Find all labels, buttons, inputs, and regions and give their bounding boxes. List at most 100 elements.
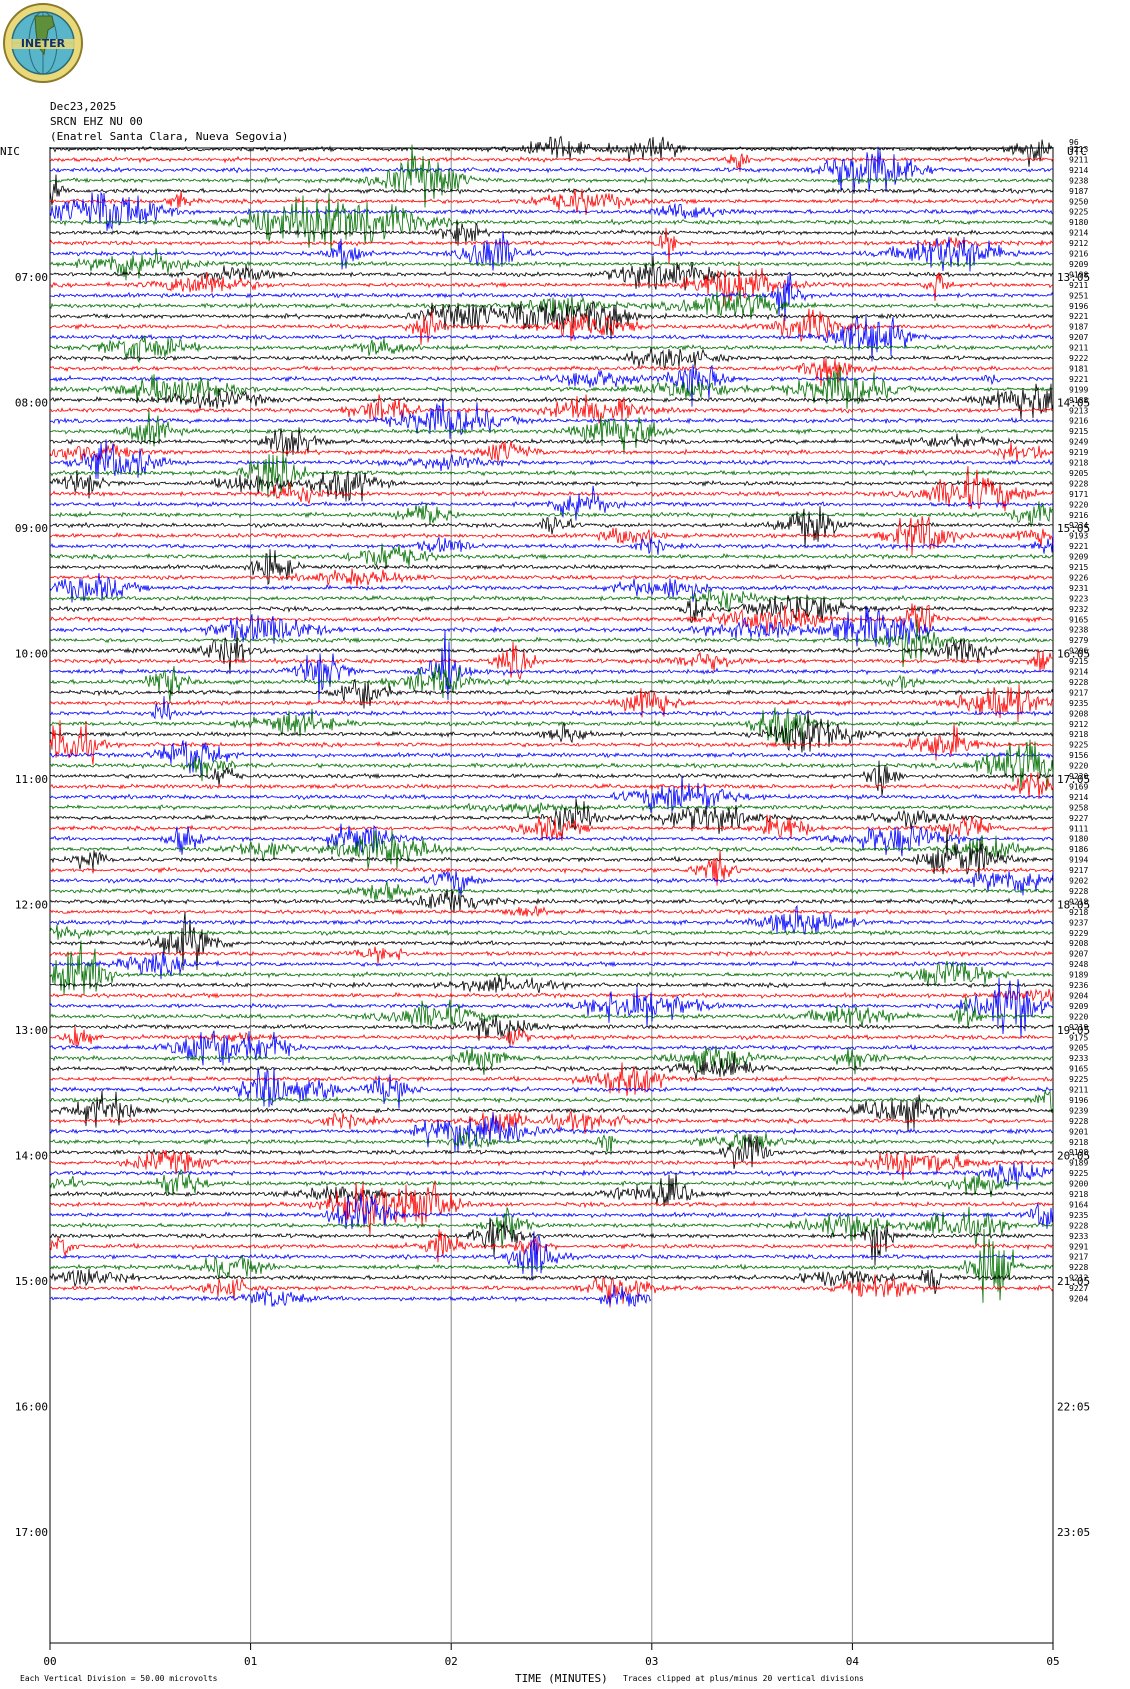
- trace-value-label: 9258: [1069, 803, 1088, 812]
- trace-value-label: 9248: [1069, 960, 1088, 969]
- seismic-trace: [49, 427, 1054, 457]
- trace-value-label: 9214: [1069, 793, 1088, 802]
- seismic-trace: [49, 451, 1054, 498]
- seismic-trace: [49, 365, 1054, 409]
- seismic-trace: [49, 543, 1054, 569]
- trace-value-label: 9231: [1069, 584, 1088, 593]
- seismic-trace: [49, 630, 1054, 674]
- date-label: Dec23,2025: [50, 100, 117, 113]
- trace-value-label: 9221: [1069, 375, 1088, 384]
- trace-value-label: 9212: [1069, 720, 1088, 729]
- seismic-trace: [49, 1090, 1054, 1133]
- trace-value-label: 9216: [1069, 250, 1088, 259]
- x-tick-label: 04: [846, 1655, 860, 1668]
- trace-value-label: 9171: [1069, 490, 1088, 499]
- trace-value-label: 9223: [1069, 594, 1088, 603]
- trace-value-label: 9228: [1069, 1117, 1088, 1126]
- seismic-trace: [49, 696, 1054, 720]
- seismic-trace: [49, 1052, 1054, 1081]
- trace-value-label: 9228: [1069, 887, 1088, 896]
- x-tick-label: 02: [445, 1655, 458, 1668]
- seismic-trace: [49, 1217, 1054, 1266]
- x-tick-label: 01: [244, 1655, 257, 1668]
- trace-value-label: 9235: [1069, 699, 1088, 708]
- seismic-trace: [49, 588, 1054, 613]
- trace-value-label: 9228: [1069, 678, 1088, 687]
- seismic-trace: [49, 849, 1054, 886]
- seismic-trace: [49, 1228, 1054, 1303]
- trace-value-label: 9187: [1069, 187, 1088, 196]
- seismic-trace: [49, 977, 1054, 1039]
- seismic-trace: [49, 549, 1054, 586]
- trace-value-label: 9215: [1069, 563, 1088, 572]
- seismic-trace: [49, 308, 1054, 345]
- trace-value-label: 9225: [1069, 208, 1088, 217]
- hour-label-utc: 13:05: [1057, 271, 1090, 284]
- trace-value-label: 9193: [1069, 532, 1088, 541]
- trace-value-label: 9209: [1069, 1002, 1088, 1011]
- trace-value-label: 9222: [1069, 354, 1088, 363]
- seismic-trace: [49, 516, 1054, 556]
- hour-label-nic: 16:00: [15, 1401, 48, 1414]
- trace-value-label: 9220: [1069, 1012, 1088, 1021]
- trace-value-label: 9238: [1069, 176, 1088, 185]
- seismic-trace: [49, 533, 1054, 555]
- seismic-trace: [49, 1162, 1054, 1190]
- seismic-trace: [49, 1062, 1054, 1096]
- trace-value-label: 9205: [1069, 469, 1088, 478]
- seismic-trace: [49, 335, 1054, 364]
- trace-value-label: 9175: [1069, 1033, 1088, 1042]
- trace-value-label: 9239: [1069, 1106, 1088, 1115]
- trace-value-label: 9200: [1069, 1180, 1088, 1189]
- seismic-trace: [49, 641, 1054, 681]
- trace-value-label: 9217: [1069, 1253, 1088, 1262]
- trace-value-label: 9233: [1069, 1054, 1088, 1063]
- seismic-trace: [49, 1229, 1054, 1263]
- hour-label-nic: 10:00: [15, 648, 48, 661]
- trace-value-label: 9180: [1069, 835, 1088, 844]
- trace-value-label: 9215: [1069, 427, 1088, 436]
- trace-value-label: 9156: [1069, 751, 1088, 760]
- trace-value-label: 9219: [1069, 448, 1088, 457]
- hour-label-nic: 07:00: [15, 271, 48, 284]
- seismic-trace: [49, 188, 1054, 215]
- trace-value-label: 9211: [1069, 1086, 1088, 1095]
- seismic-trace: [49, 174, 1054, 206]
- seismic-trace: [49, 974, 1054, 994]
- trace-value-label: 9181: [1069, 364, 1088, 373]
- trace-value-label: 9198: [1069, 270, 1088, 279]
- trace-value-label: 9194: [1069, 856, 1088, 865]
- hour-label-utc: 16:05: [1057, 648, 1090, 661]
- seismic-trace: [49, 364, 1054, 407]
- hour-label-utc: 17:05: [1057, 773, 1090, 786]
- hour-label-nic: 17:00: [15, 1526, 48, 1539]
- hour-label-utc: 23:05: [1057, 1526, 1090, 1539]
- seismic-trace: [49, 1089, 1054, 1113]
- trace-value-label: 9220: [1069, 762, 1088, 771]
- trace-value-label: 9226: [1069, 573, 1088, 582]
- trace-value-label: 9165: [1069, 615, 1088, 624]
- trace-value-label: 9199: [1069, 385, 1088, 394]
- seismic-trace: [49, 470, 1054, 502]
- seismic-trace: [49, 775, 1054, 813]
- seismic-trace: [49, 501, 1054, 527]
- trace-value-label: 9235: [1069, 1211, 1088, 1220]
- hour-label-utc: 15:05: [1057, 522, 1090, 535]
- seismic-trace: [49, 830, 1054, 869]
- seismic-trace: [49, 760, 1054, 796]
- trace-value-label: 9207: [1069, 333, 1088, 342]
- seismic-trace: [49, 315, 1054, 362]
- seismic-trace: [49, 1206, 1054, 1249]
- trace-value-label: 9188: [1069, 396, 1088, 405]
- trace-value-label: 9187: [1069, 323, 1088, 332]
- trace-value-label: 9207: [1069, 950, 1088, 959]
- trace-value-label: 9251: [1069, 291, 1088, 300]
- hour-label-utc: 19:05: [1057, 1024, 1090, 1037]
- seismic-trace: [49, 220, 1054, 246]
- seismic-trace: [49, 1173, 1054, 1207]
- trace-value-label: 9205: [1069, 1044, 1088, 1053]
- seismic-trace: [49, 1112, 1054, 1154]
- hour-label-utc: 22:05: [1057, 1401, 1090, 1414]
- scale-note: Each Vertical Division = 50.00 microvolt…: [20, 1674, 218, 1683]
